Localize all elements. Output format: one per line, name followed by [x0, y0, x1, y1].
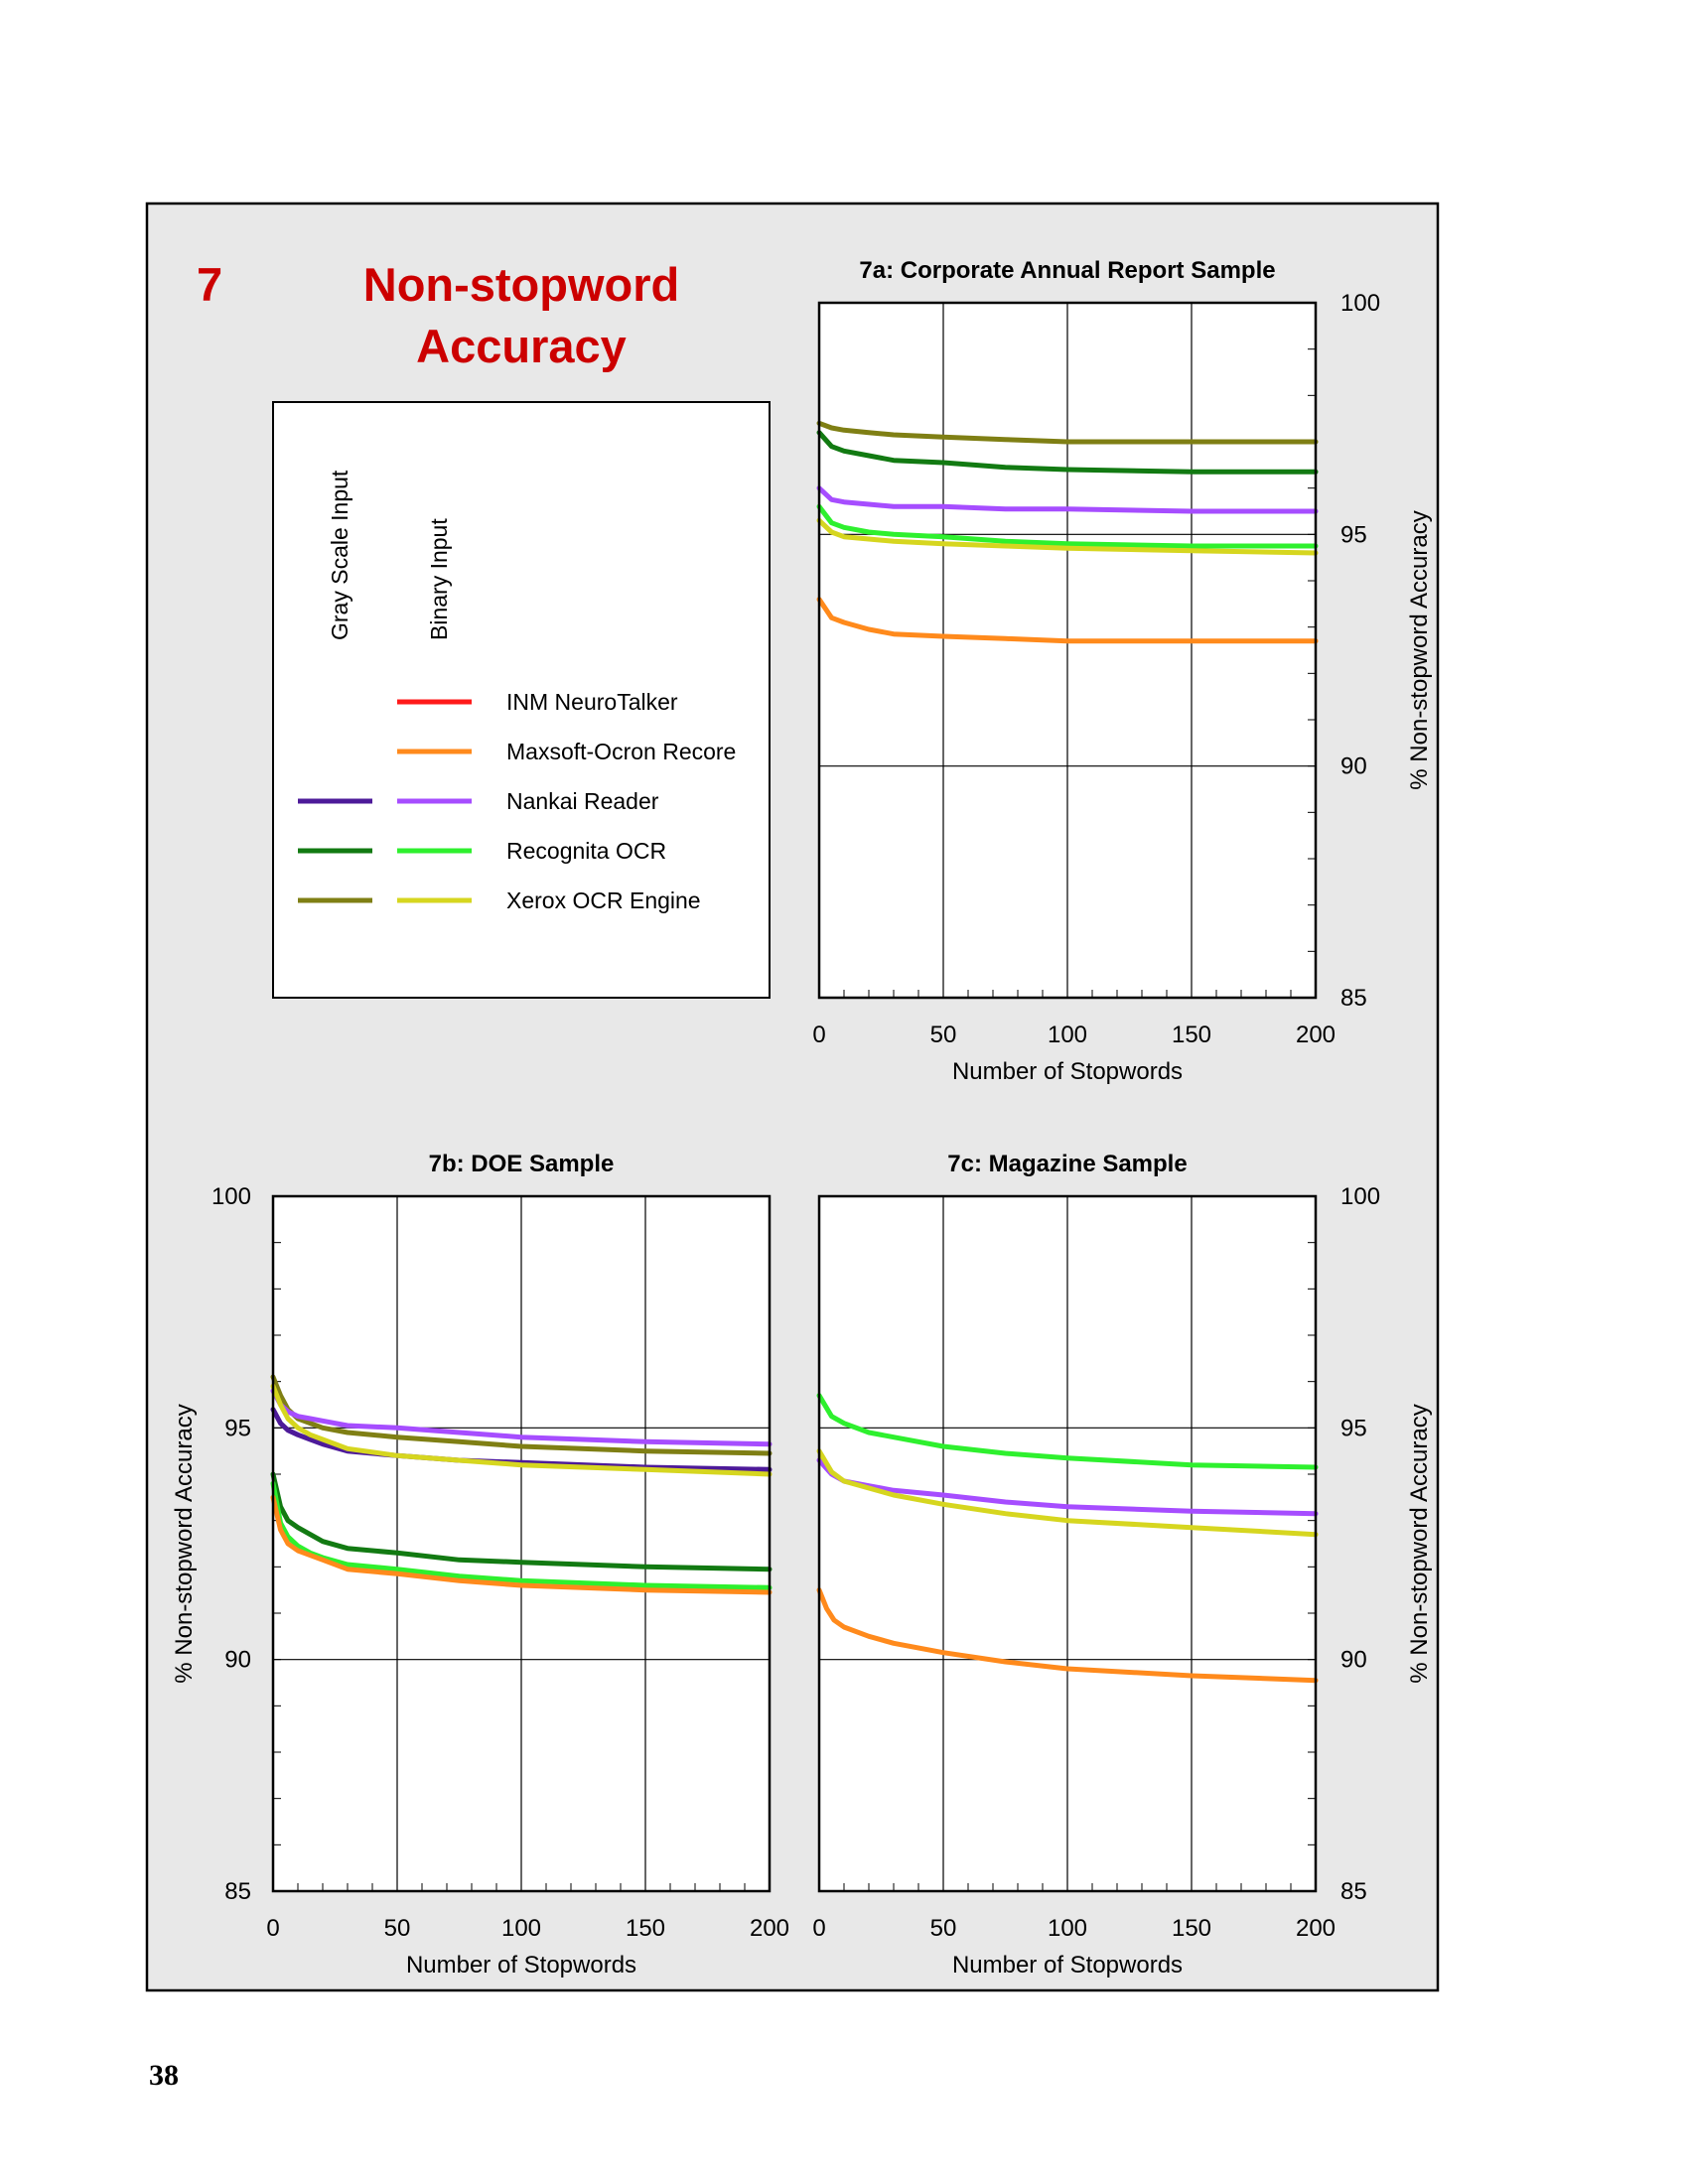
x-axis-label: Number of Stopwords	[952, 1952, 1183, 1979]
y-tick-label: 100	[211, 1183, 251, 1210]
series-line	[270, 1388, 773, 1447]
series-line	[816, 1587, 1319, 1684]
series-line	[816, 517, 1319, 556]
y-tick-label: 90	[1340, 1647, 1367, 1674]
y-tick-label: 100	[1340, 290, 1380, 317]
chart-7b-doe: 7b: DOE Sample 0 50 100 150 200 Number of Stop…	[171, 1151, 789, 1979]
x-tick-label: 0	[266, 1915, 279, 1942]
series-line	[816, 485, 1319, 514]
x-tick-label: 150	[1172, 1915, 1211, 1942]
legend-column-binary: Binary Input	[426, 518, 452, 640]
x-tick-label: 50	[384, 1915, 411, 1942]
series-line	[270, 1383, 773, 1477]
chart-7c-magazine: 7c: Magazine Sample 0 50 100 150 200 Number of…	[812, 1151, 1433, 1979]
y-tick-label: 95	[224, 1415, 251, 1441]
series-line	[816, 503, 1319, 549]
series-line	[270, 1494, 773, 1595]
series-line	[270, 1480, 773, 1590]
y-axis-label: % Non-stopword Accuracy	[1406, 510, 1433, 789]
x-tick-label: 0	[812, 1022, 825, 1048]
series-group	[270, 1374, 773, 1595]
plot-frame	[271, 1194, 772, 1893]
legend-entry: Maxsoft-Ocron Recore	[397, 739, 736, 764]
legend-label: Maxsoft-Ocron Recore	[506, 739, 736, 764]
x-tick-label: 100	[501, 1915, 541, 1942]
y-tick-label: 90	[1340, 753, 1367, 780]
page-number: 38	[149, 2059, 179, 2092]
chart-7a-corporate-annual-report: 7a: Corporate Annual Report Sample 0 50 100…	[812, 257, 1433, 1085]
legend-label: Recognita OCR	[506, 838, 666, 864]
x-tick-label: 0	[812, 1915, 825, 1942]
series-line	[816, 420, 1319, 445]
legend-entry: Nankai Reader	[298, 788, 659, 814]
x-tick-label: 150	[1172, 1022, 1211, 1048]
y-axis-label: % Non-stopword Accuracy	[1406, 1404, 1433, 1683]
plot-frame	[817, 1194, 1318, 1893]
chart-title: 7b: DOE Sample	[429, 1151, 615, 1177]
plot-frame	[817, 301, 1318, 1000]
figure-title-line2: Accuracy	[416, 320, 627, 372]
x-tick-label: 100	[1048, 1022, 1087, 1048]
y-tick-label: 85	[1340, 985, 1367, 1012]
series-group	[816, 420, 1319, 644]
legend: Gray Scale Input Binary Input INM NeuroT…	[272, 401, 771, 999]
series-line	[816, 597, 1319, 644]
x-axis-label: Number of Stopwords	[952, 1058, 1183, 1085]
gridlines	[819, 1196, 1316, 1891]
y-tick-label: 95	[1340, 1415, 1367, 1441]
series-line	[816, 1448, 1319, 1538]
x-tick-label: 100	[1048, 1915, 1087, 1942]
legend-label: Xerox OCR Engine	[506, 887, 701, 913]
legend-entry: Xerox OCR Engine	[298, 887, 701, 913]
x-tick-label: 200	[750, 1915, 789, 1942]
y-tick-label: 85	[224, 1878, 251, 1905]
legend-entry: INM NeuroTalker	[397, 689, 678, 715]
chart-title: 7a: Corporate Annual Report Sample	[859, 257, 1275, 284]
x-tick-label: 150	[626, 1915, 665, 1942]
x-tick-label: 200	[1296, 1022, 1336, 1048]
y-tick-label: 85	[1340, 1878, 1367, 1905]
series-line	[816, 1393, 1319, 1470]
legend-rows: INM NeuroTalker Maxsoft-Ocron Recore Nanka…	[298, 689, 736, 913]
legend-column-gray: Gray Scale Input	[327, 470, 352, 640]
y-tick-label: 90	[224, 1647, 251, 1674]
series-line	[270, 1374, 773, 1456]
x-tick-label: 200	[1296, 1915, 1336, 1942]
y-axis-label: % Non-stopword Accuracy	[171, 1404, 198, 1683]
y-tick-label: 95	[1340, 521, 1367, 548]
figure-number: 7	[197, 258, 222, 311]
x-tick-label: 50	[930, 1022, 957, 1048]
legend-entry: Recognita OCR	[298, 838, 666, 864]
legend-label: INM NeuroTalker	[506, 689, 678, 715]
chart-title: 7c: Magazine Sample	[947, 1151, 1187, 1177]
series-line	[816, 430, 1319, 475]
figure-title-line1: Non-stopword	[363, 258, 680, 311]
series-line	[270, 1471, 773, 1572]
legend-label: Nankai Reader	[506, 788, 659, 814]
x-axis-label: Number of Stopwords	[406, 1952, 636, 1979]
x-tick-label: 50	[930, 1915, 957, 1942]
series-group	[816, 1393, 1319, 1684]
y-tick-label: 100	[1340, 1183, 1380, 1210]
